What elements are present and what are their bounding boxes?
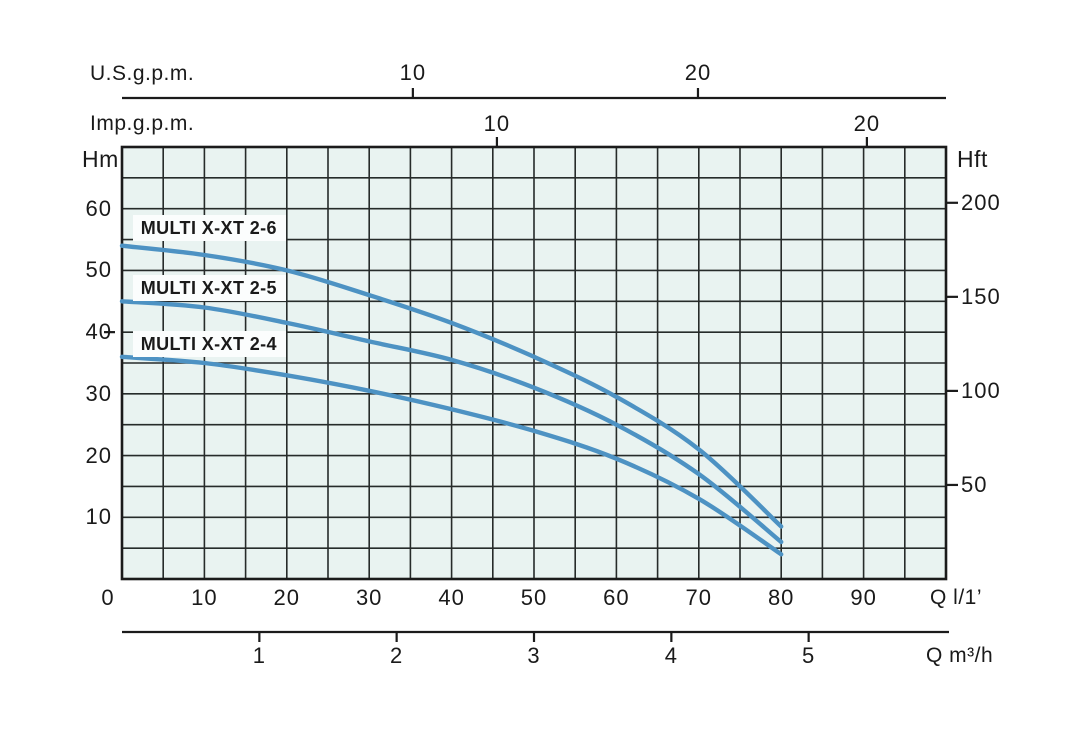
series-label-multi-x-xt-2-4: MULTI X-XT 2-4: [132, 330, 286, 357]
y-left-tick-label: 40: [85, 319, 112, 345]
x-main-unit-label: Q l/1’: [930, 586, 983, 609]
y-right-tick-label: 150: [961, 283, 1001, 309]
y-left-tick-label: 50: [85, 257, 112, 283]
us-gpm-tick-label: 20: [684, 60, 712, 85]
imp-gpm-tick-label: 20: [853, 111, 881, 136]
y-left-unit-label: Hm: [82, 146, 119, 172]
m3h-tick-label: 5: [802, 643, 816, 668]
y-left-tick-label: 60: [85, 195, 112, 221]
y-left-tick-label: 20: [85, 442, 112, 468]
x-axis-tick-label: 80: [767, 585, 795, 610]
curve-multi-x-xt-2-6: [119, 243, 784, 529]
x-axis-tick-label: 0: [101, 585, 115, 610]
x-m3h-unit-label: Q m³/h: [926, 644, 994, 667]
imp-gpm-tick-label: 10: [483, 111, 511, 136]
y-right-unit-label: Hft: [957, 146, 988, 172]
x-axis-tick-label: 70: [685, 585, 713, 610]
y-right-tick-label: 50: [961, 471, 988, 497]
x-axis-tick-label: 30: [355, 585, 383, 610]
us-gpm-axis-label: U.S.g.p.m.: [90, 62, 195, 85]
m3h-tick-label: 4: [664, 643, 678, 668]
us-gpm-tick-label: 10: [399, 60, 427, 85]
x-axis-tick-label: 20: [273, 585, 301, 610]
x-axis-tick-label: 50: [520, 585, 548, 610]
series-label-multi-x-xt-2-6: MULTI X-XT 2-6: [132, 214, 286, 241]
m3h-tick-label: 2: [390, 643, 404, 668]
plot-border: [120, 145, 948, 581]
x-axis-tick-label: 60: [603, 585, 630, 610]
curve-multi-x-xt-2-5: [119, 299, 784, 545]
x-axis-tick-label: 90: [850, 585, 877, 610]
y-right-tick-label: 200: [961, 189, 1001, 215]
x-axis-tick-label: 10: [191, 585, 218, 610]
series-label-multi-x-xt-2-5: MULTI X-XT 2-5: [132, 274, 286, 301]
m3h-tick-label: 1: [252, 643, 266, 668]
y-left-tick-label: 30: [85, 380, 112, 406]
x-axis-tick-label: 40: [438, 585, 465, 610]
y-left-tick-label: 10: [85, 504, 112, 530]
curve-multi-x-xt-2-4: [119, 354, 784, 557]
m3h-tick-label: 3: [527, 643, 541, 668]
y-right-tick-label: 100: [961, 377, 1001, 403]
imp-gpm-axis-label: Imp.g.p.m.: [90, 112, 195, 135]
